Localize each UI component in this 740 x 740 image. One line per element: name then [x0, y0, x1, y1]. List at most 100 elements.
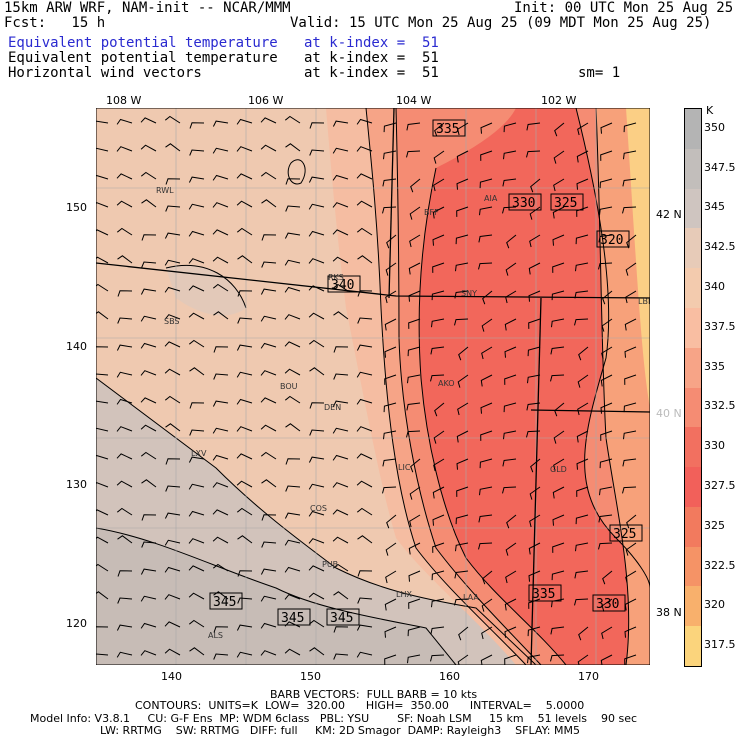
- station-SBS: SBS: [164, 317, 180, 326]
- wind-barb: [357, 317, 373, 324]
- wind-barb: [261, 261, 277, 268]
- wind-barb: [284, 648, 301, 656]
- wind-barb: [601, 626, 613, 640]
- wind-barb: [308, 592, 325, 600]
- wind-barb: [96, 311, 109, 320]
- colorbar-label: 325: [704, 518, 725, 532]
- wind-barb: [261, 479, 277, 488]
- wind-barb: [260, 171, 277, 180]
- colorbar-swatch: [685, 387, 701, 428]
- colorbar-unit: K: [706, 104, 714, 117]
- wind-barb: [458, 626, 469, 641]
- grid-x-170: 170: [578, 670, 599, 683]
- wind-barb: [356, 453, 373, 460]
- colorbar-swatch: [685, 148, 701, 190]
- wind-barb: [284, 232, 301, 239]
- wind-barb: [140, 424, 157, 432]
- wind-barb: [622, 178, 637, 187]
- wind-barb: [506, 234, 517, 249]
- model-info: Model Info: V3.8.1 CU: G-F Ens MP: WDM 6…: [30, 712, 638, 725]
- wind-barb: [623, 402, 637, 413]
- wind-barb: [212, 400, 229, 407]
- wind-barb: [308, 456, 325, 463]
- wind-barb: [526, 122, 541, 131]
- wind-barb: [384, 374, 397, 385]
- wind-barb: [284, 259, 301, 266]
- wind-barb: [385, 570, 397, 584]
- colorbar-swatch: [685, 268, 701, 309]
- wind-barb: [432, 486, 445, 499]
- wind-barb: [333, 626, 349, 633]
- wind-barb: [384, 654, 397, 665]
- colorbar-label: 330: [704, 439, 725, 453]
- wind-barb: [284, 566, 301, 573]
- wind-barb: [574, 290, 589, 299]
- wind-barb: [116, 453, 133, 460]
- wind-barb: [456, 206, 469, 217]
- wind-barb: [260, 342, 277, 349]
- colorbar-swatch: [685, 228, 701, 269]
- wind-barb: [410, 178, 421, 193]
- wind-barb: [433, 150, 445, 164]
- wind-barb: [356, 371, 373, 378]
- wind-barb: [625, 542, 637, 556]
- wind-barb: [529, 486, 541, 500]
- wind-barb: [386, 234, 397, 249]
- wind-barb: [309, 647, 325, 656]
- wind-barb: [116, 227, 133, 236]
- wind-barb: [189, 122, 205, 129]
- wind-barb: [623, 122, 637, 133]
- valid-time: Valid: 15 UTC Mon 25 Aug 25 (09 MDT Mon …: [290, 15, 712, 31]
- wind-barb: [576, 150, 589, 163]
- wind-barb: [140, 650, 157, 656]
- wind-barb: [236, 146, 253, 152]
- wind-barb: [530, 178, 541, 193]
- wind-barb: [236, 200, 253, 208]
- wind-barb: [623, 150, 637, 160]
- wind-barb: [527, 654, 541, 664]
- wind-barb: [505, 570, 517, 584]
- wind-barb: [164, 232, 181, 239]
- wind-barb: [140, 315, 157, 322]
- wind-barb: [577, 122, 589, 136]
- wind-barb: [237, 535, 253, 544]
- wind-barb: [383, 430, 397, 440]
- wind-barb: [578, 346, 589, 361]
- physics-info: LW: RRTMG SW: RRTMG DIFF: full KM: 2D Sm…: [100, 724, 580, 737]
- wind-barb: [504, 626, 517, 638]
- wind-barb: [164, 648, 181, 656]
- wind-barb: [309, 149, 325, 156]
- wind-barb: [455, 514, 469, 525]
- wind-barb: [332, 256, 349, 264]
- wind-barb: [308, 203, 325, 210]
- wind-barb: [552, 206, 565, 219]
- station-SNY: SNY: [461, 289, 477, 298]
- wind-barb: [309, 367, 325, 376]
- wind-barb: [140, 288, 157, 295]
- wind-barb: [96, 283, 109, 292]
- wind-barb: [598, 542, 613, 550]
- wind-barb: [188, 285, 205, 292]
- contour-label-345-a: 345: [213, 595, 236, 610]
- wind-barb: [576, 206, 589, 217]
- contour-legend: CONTOURS: UNITS=K LOW= 320.00 HIGH= 350.…: [135, 699, 585, 712]
- wind-barb: [96, 373, 109, 376]
- wind-barb: [164, 341, 181, 348]
- wind-barb: [457, 654, 469, 665]
- wind-barb: [188, 258, 205, 264]
- wind-barb: [261, 234, 277, 241]
- wind-barb: [480, 402, 493, 414]
- wind-barb: [236, 507, 253, 516]
- wind-barb: [553, 430, 565, 444]
- wind-barb: [357, 255, 373, 264]
- wind-barb: [624, 318, 637, 331]
- wind-barb: [284, 539, 301, 546]
- wind-barb: [457, 374, 469, 388]
- wind-barb: [528, 598, 541, 609]
- wind-barb: [625, 570, 637, 584]
- wind-barb: [237, 290, 253, 297]
- station-DEN: DEN: [324, 403, 341, 412]
- wind-barb: [575, 514, 589, 525]
- wind-barb: [333, 373, 349, 380]
- wind-barb: [260, 568, 277, 575]
